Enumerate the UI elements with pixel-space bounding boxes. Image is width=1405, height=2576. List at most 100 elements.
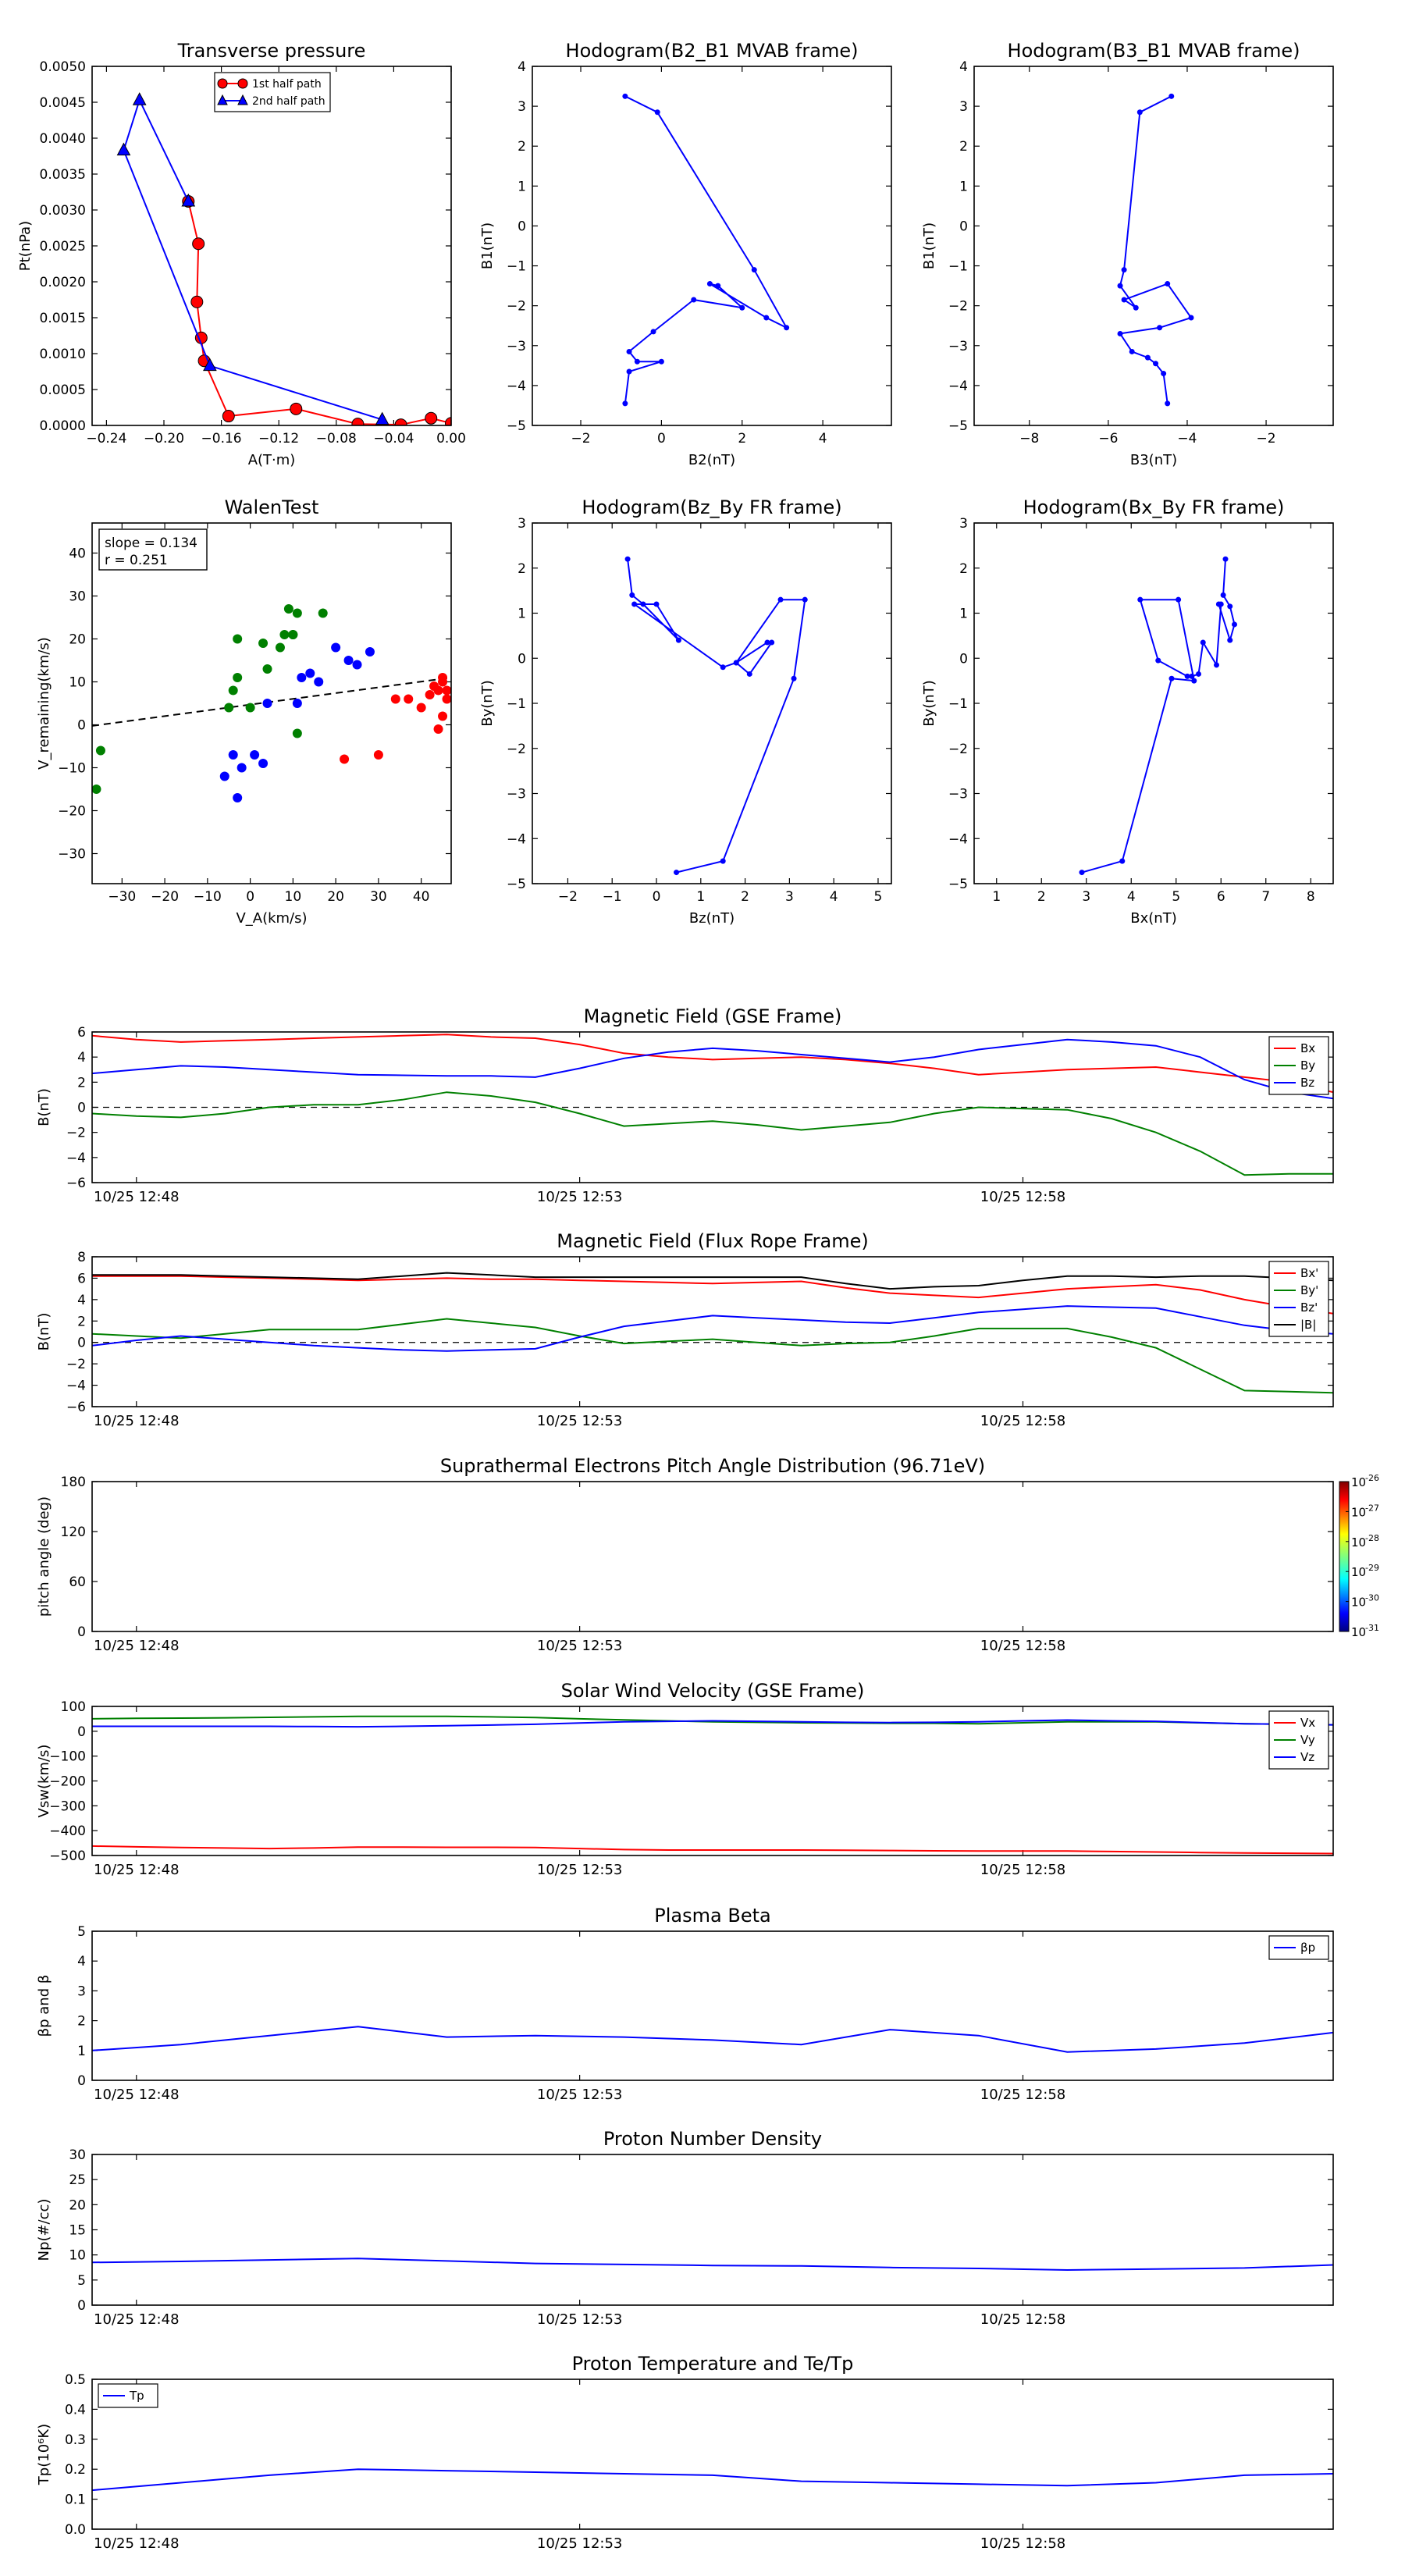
data-point xyxy=(1121,297,1127,303)
data-point xyxy=(631,601,638,607)
data-point xyxy=(343,656,354,665)
data-point xyxy=(751,267,757,273)
y-axis-label: Pt(nPa) xyxy=(17,221,34,271)
data-point xyxy=(654,109,660,116)
y-axis-label: Tp(10⁶K) xyxy=(36,2424,52,2485)
x-tick-label: −1 xyxy=(603,889,622,905)
x-tick-label: −4 xyxy=(1177,431,1197,447)
data-point xyxy=(653,601,660,607)
x-tick-label: −2 xyxy=(1257,431,1276,447)
time-tick-label: 10/25 12:58 xyxy=(980,1413,1065,1429)
y-tick-label: 3 xyxy=(959,516,968,532)
data-point xyxy=(1218,601,1224,607)
x-tick-label: 0 xyxy=(657,431,666,447)
colorbar-exponent: -29 xyxy=(1365,1563,1379,1573)
panel-title: Solar Wind Velocity (GSE Frame) xyxy=(561,1680,865,1702)
y-tick-label: 0.0010 xyxy=(40,347,86,362)
data-point xyxy=(626,348,632,354)
y-axis-label: B(nT) xyxy=(36,1088,52,1126)
data-point xyxy=(233,673,243,682)
axes-frame xyxy=(973,66,1334,426)
x-tick-label: 40 xyxy=(413,889,430,905)
y-tick-label: 0 xyxy=(77,2073,86,2089)
y-axis-label: B1(nT) xyxy=(479,222,496,269)
x-tick-label: 2 xyxy=(741,889,749,905)
legend-label: Tp xyxy=(129,2389,144,2403)
data-point xyxy=(706,281,713,287)
data-point xyxy=(237,763,247,773)
data-point xyxy=(290,402,303,415)
time-tick-label: 10/25 12:48 xyxy=(94,1189,179,1205)
y-tick-label: −3 xyxy=(948,787,968,802)
x-tick-label: −10 xyxy=(194,889,222,905)
data-point xyxy=(1119,858,1126,864)
x-tick-label: −0.12 xyxy=(258,431,299,447)
data-point xyxy=(116,142,131,156)
y-tick-label: −5 xyxy=(948,418,968,434)
x-tick-label: 0 xyxy=(653,889,661,905)
x-tick-label: −0.20 xyxy=(144,431,184,447)
data-point xyxy=(739,304,745,311)
axes-frame xyxy=(91,1031,1334,1183)
x-tick-label: 30 xyxy=(370,889,387,905)
legend-label: By' xyxy=(1300,1283,1318,1297)
plot-area xyxy=(92,1034,1333,1176)
data-point xyxy=(92,785,101,794)
data-point xyxy=(733,660,739,666)
data-point xyxy=(181,193,196,207)
series-line xyxy=(92,1719,1333,1728)
y-tick-label: 0.5 xyxy=(65,2372,86,2388)
annotation-frame xyxy=(98,528,208,571)
panel-7: Magnetic Field (Flux Rope Frame) −6 −4 −2 0 2… xyxy=(36,1230,1334,1429)
y-tick-label: 2 xyxy=(77,2014,86,2030)
y-tick-label: 8 xyxy=(77,1250,86,1265)
data-point xyxy=(425,690,435,699)
y-tick-label: 4 xyxy=(77,1954,86,1969)
data-point xyxy=(438,711,448,721)
y-tick-label: 4 xyxy=(77,1050,86,1066)
y-tick-label: −1 xyxy=(507,259,526,275)
panel-title: Hodogram(Bz_By FR frame) xyxy=(582,496,841,518)
colorbar-bar xyxy=(1339,1481,1350,1632)
data-point xyxy=(1165,400,1171,407)
y-axis-label: V_remaining(km/s) xyxy=(36,637,52,770)
data-point xyxy=(373,750,383,760)
x-axis-label: V_A(km/s) xyxy=(236,910,307,927)
series-line xyxy=(627,559,806,873)
data-point xyxy=(365,647,375,656)
x-tick-label: −2 xyxy=(558,889,578,905)
y-tick-label: 60 xyxy=(69,1574,86,1590)
panel-4: Hodogram(Bz_By FR frame) −5 −4 −3 −2 −1 0 1 2 3 −2… xyxy=(479,496,892,927)
time-tick-label: 10/25 12:53 xyxy=(537,1862,622,1878)
colorbar-label: 10 xyxy=(1351,1535,1366,1550)
y-tick-label: −2 xyxy=(948,742,968,757)
y-axis-label: Np(#/cc) xyxy=(36,2199,52,2261)
series-line xyxy=(92,1318,1333,1394)
legend-label: |B| xyxy=(1300,1318,1316,1332)
x-tick-label: 4 xyxy=(819,431,827,447)
y-tick-label: 2 xyxy=(959,139,968,155)
data-point xyxy=(1227,603,1233,610)
plot-area xyxy=(92,2468,1333,2492)
data-point xyxy=(640,601,646,607)
data-point xyxy=(1079,870,1085,876)
y-tick-label: −100 xyxy=(49,1749,86,1765)
y-tick-label: 6 xyxy=(77,1025,86,1041)
data-point xyxy=(1176,596,1182,603)
y-tick-label: 3 xyxy=(959,99,968,115)
data-point xyxy=(764,639,770,646)
y-tick-label: 0.0050 xyxy=(40,59,86,75)
y-tick-label: −4 xyxy=(948,831,968,847)
data-point xyxy=(1117,330,1123,336)
y-tick-label: 2 xyxy=(77,1075,86,1091)
y-tick-label: 10 xyxy=(69,675,86,691)
time-tick-label: 10/25 12:53 xyxy=(537,1413,622,1429)
data-point xyxy=(95,745,105,756)
y-tick-label: 0 xyxy=(518,651,526,667)
data-point xyxy=(375,411,389,425)
y-tick-label: −2 xyxy=(507,742,526,757)
y-axis-label: B1(nT) xyxy=(921,222,937,269)
y-tick-label: 0.0015 xyxy=(40,311,86,326)
series-line xyxy=(123,98,382,421)
data-point xyxy=(622,93,628,99)
